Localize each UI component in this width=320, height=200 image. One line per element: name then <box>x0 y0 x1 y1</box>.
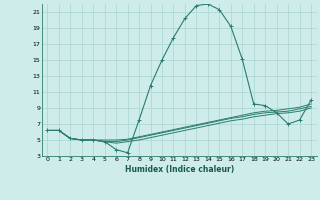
X-axis label: Humidex (Indice chaleur): Humidex (Indice chaleur) <box>124 165 234 174</box>
